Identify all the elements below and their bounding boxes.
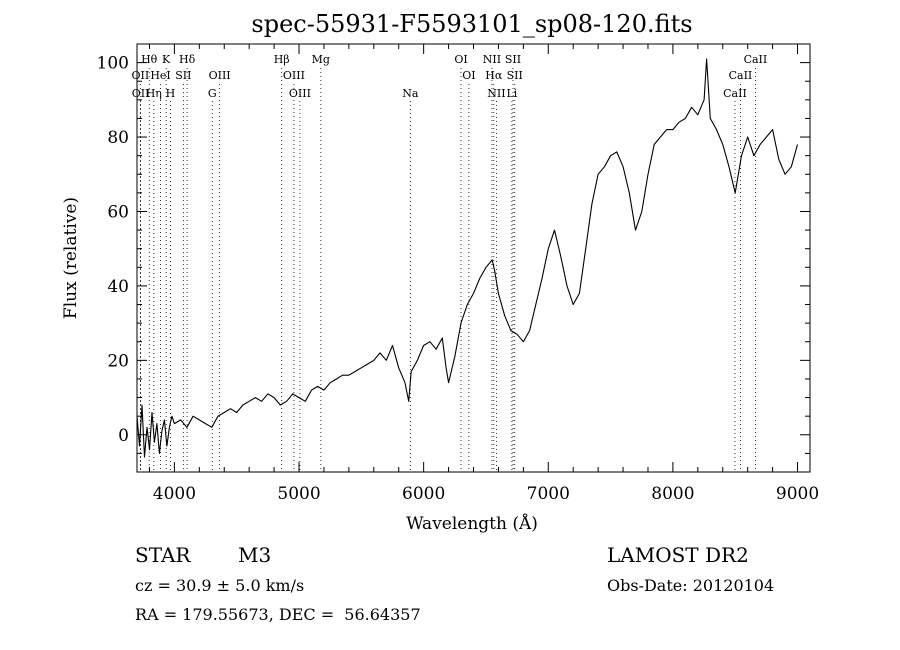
observation-date: Obs-Date: 20120104 (607, 576, 775, 595)
spectral-line-label-24: NII (487, 87, 505, 100)
spectral-line-label-6: NII (483, 53, 501, 66)
y-tick-label-80: 80 (107, 128, 129, 148)
spectral-line-label-19: Hη (146, 87, 162, 100)
x-axis-ticks: 4000 5000 6000 7000 8000 9000 (148, 44, 819, 504)
x-tick-label-4000: 4000 (153, 484, 196, 504)
spectral-line-label-1: K (162, 53, 171, 66)
spectral-line-label-8: CaII (744, 53, 768, 66)
redshift-value: cz = 30.9 ± 5.0 km/s (135, 576, 305, 595)
spectral-line-label-16: SII (507, 69, 523, 82)
spectral-line-label-2: Hδ (179, 53, 196, 66)
spectral-line-label-4: Mg (312, 53, 330, 66)
y-tick-label-0: 0 (118, 426, 129, 446)
spectral-line-label-5: OI (454, 53, 467, 66)
y-axis-label: Flux (relative) (61, 197, 81, 319)
spectral-line-label-18: OII (132, 87, 150, 100)
spectral-line-label-15: Hα (485, 69, 503, 82)
plot-frame (136, 43, 811, 473)
spectral-line-label-23: Na (402, 87, 419, 100)
spectral-line-label-3: Hβ (274, 53, 290, 66)
x-tick-label-5000: 5000 (277, 484, 320, 504)
y-tick-label-60: 60 (107, 202, 129, 222)
spectral-line-label-9: OII (132, 69, 150, 82)
spectral-line-label-10: HeI (150, 69, 170, 82)
spectral-line-label-26: CaII (723, 87, 747, 100)
spectral-line-label-7: SII (505, 53, 521, 66)
spectral-line-label-12: OIII (209, 69, 231, 82)
sky-coordinates: RA = 179.55673, DEC = 56.64357 (135, 605, 421, 624)
y-tick-label-40: 40 (107, 277, 129, 297)
spectral-line-label-21: G (208, 87, 217, 100)
spectral-line-label-20: H (166, 87, 176, 100)
spectral-line-label-25: Li (506, 87, 517, 100)
spectral-line-label-0: Hθ (141, 53, 158, 66)
object-subclass: M3 (238, 543, 272, 567)
spectral-line-label-13: OIII (283, 69, 305, 82)
spectral-line-label-22: OIII (289, 87, 311, 100)
y-tick-label-20: 20 (107, 351, 129, 371)
x-axis-label: Wavelength (Å) (406, 513, 538, 534)
survey-name: LAMOST DR2 (607, 543, 749, 567)
chart-title: spec-55931-F5593101_sp08-120.fits (251, 10, 692, 38)
x-tick-label-8000: 8000 (651, 484, 694, 504)
x-tick-label-7000: 7000 (527, 484, 570, 504)
x-tick-label-9000: 9000 (776, 484, 819, 504)
y-tick-label-100: 100 (97, 54, 129, 74)
spectral-line-label-14: OI (462, 69, 475, 82)
y-axis-ticks: 0 20 40 60 80 100 (97, 43, 810, 473)
flux-series-line (136, 58, 799, 458)
spectral-line-label-17: CaII (729, 69, 753, 82)
object-class: STAR (135, 543, 191, 567)
spectral-line-label-11: SII (175, 69, 191, 82)
x-tick-label-6000: 6000 (402, 484, 445, 504)
